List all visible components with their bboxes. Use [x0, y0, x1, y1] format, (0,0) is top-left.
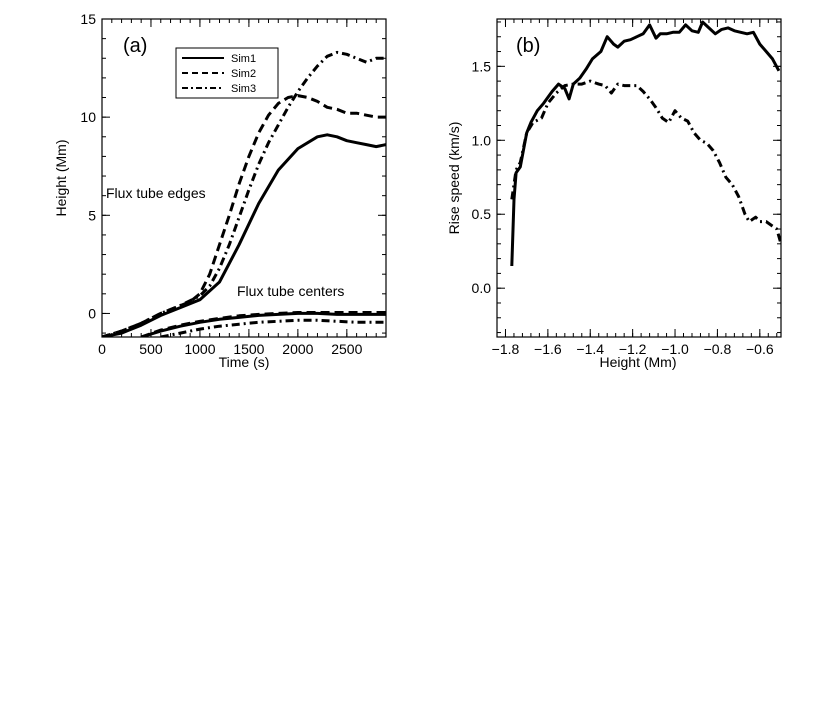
legend: Sim1 Sim2 Sim3 [175, 47, 279, 99]
panel-a-ytick-label: 15 [80, 11, 96, 27]
panel-a-series-sim2-edge [102, 94, 386, 337]
panel-a-ytick-label: 10 [80, 109, 96, 125]
panel-a-ytick-label: 0 [88, 305, 96, 321]
panel-a-label: (a) [123, 35, 147, 57]
panel-b-series-line-2 [510, 79, 781, 245]
panel-b-xtick-label: −0.6 [746, 341, 774, 357]
panel-a-xtick-label: 2500 [331, 341, 362, 357]
panel-a-xlabel: Time (s) [219, 354, 270, 370]
panel-a-frame [101, 18, 387, 338]
panel-b-xtick-label: −0.8 [704, 341, 732, 357]
panel-b-ytick-label: 0.0 [472, 280, 492, 296]
panel-b-chart: −1.8 −1.6 −1.4 −1.2 −1.0 −0.8 −0.6 0.0 0.5 1.0 1.5… [446, 18, 782, 370]
panel-a-ylabel: Height (Mm) [53, 139, 69, 216]
panel-a-ytick-label: 5 [88, 207, 96, 223]
panel-b-ylabel: Rise speed (km/s) [446, 122, 462, 235]
legend-label-sim2: Sim2 [231, 68, 256, 80]
legend-label-sim3: Sim3 [231, 83, 256, 95]
panel-b-xtick-label: −1.0 [661, 341, 689, 357]
annotation-flux-tube-centers: Flux tube centers [237, 283, 344, 299]
panel-b-series-layer [510, 20, 781, 267]
panel-a-series-sim1-edge [102, 133, 386, 337]
legend-label-sim1: Sim1 [231, 53, 256, 65]
panel-a-series-sim3-edge [102, 50, 386, 337]
panel-a-xtick-label: 0 [98, 341, 106, 357]
panel-b-xlabel: Height (Mm) [599, 354, 676, 370]
panel-a-xtick-label: 1000 [184, 341, 215, 357]
panel-b-ytick-label: 0.5 [472, 206, 492, 222]
panel-b-label: (b) [516, 35, 540, 57]
panel-b-ytick-label: 1.5 [472, 58, 492, 74]
legend-box [175, 47, 279, 99]
panel-a-series-sim1-center [140, 311, 386, 337]
panel-b-xtick-label: −1.6 [534, 341, 562, 357]
panel-a-xtick-label: 1500 [233, 341, 264, 357]
panel-b-frame [496, 18, 782, 338]
panel-a-xtick-label: 2000 [282, 341, 313, 357]
annotation-flux-tube-edges: Flux tube edges [106, 185, 206, 201]
panel-a-ticks: 0 500 1000 1500 2000 2500 0 5 10 15 [80, 11, 386, 357]
panel-b-series-line-1 [510, 20, 781, 267]
panel-b-xtick-label: −1.2 [619, 341, 647, 357]
panel-a-xtick-label: 500 [139, 341, 163, 357]
panel-b-ticks: −1.8 −1.6 −1.4 −1.2 −1.0 −0.8 −0.6 0.0 0.5 1.0 1.5 [472, 19, 781, 357]
panel-a-series-sim2-center [140, 311, 386, 337]
panel-b-xtick-label: −1.4 [576, 341, 604, 357]
panel-b-xtick-label: −1.8 [492, 341, 520, 357]
panel-b-ytick-label: 1.0 [472, 132, 492, 148]
